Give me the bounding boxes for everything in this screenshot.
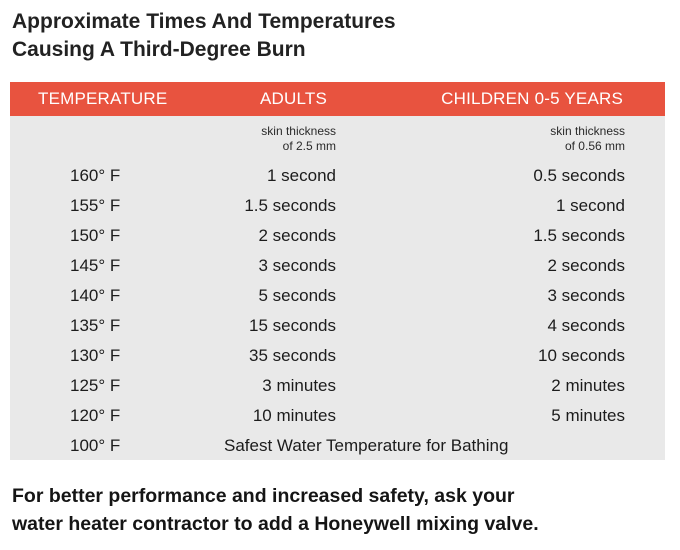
cell-children: 2 minutes — [551, 376, 625, 395]
cell-adults: 5 seconds — [258, 286, 337, 305]
subheader-adults-line-1: skin thickness — [261, 124, 336, 138]
title-line-1: Approximate Times And Temperatures — [12, 10, 396, 33]
cell-children: 4 seconds — [547, 316, 626, 335]
footer-line-1: For better performance and increased saf… — [12, 485, 515, 507]
table-row: 130° F 35 seconds 10 seconds — [10, 342, 665, 372]
cell-temperature: 125° F — [70, 376, 121, 395]
header-adults: ADULTS — [260, 89, 328, 108]
header-temperature: TEMPERATURE — [38, 89, 168, 108]
document-title: Approximate Times And Temperatures Causi… — [12, 8, 396, 64]
table-body: 160° F 1 second 0.5 seconds 155° F 1.5 s… — [10, 162, 665, 459]
safe-temperature-note: Safest Water Temperature for Bathing — [224, 436, 509, 455]
cell-children: 1 second — [556, 196, 625, 215]
table-row-safe: 100° F Safest Water Temperature for Bath… — [10, 432, 665, 459]
cell-children: 5 minutes — [551, 406, 625, 425]
subheader-children: skin thickness of 0.56 mm — [550, 124, 625, 154]
table-row: 140° F 5 seconds 3 seconds — [10, 282, 665, 312]
cell-children: 1.5 seconds — [533, 226, 625, 245]
cell-adults: 3 seconds — [258, 256, 337, 275]
subheader-adults: skin thickness of 2.5 mm — [261, 124, 336, 154]
subheader-children-line-1: skin thickness — [550, 124, 625, 138]
cell-temperature: 145° F — [70, 256, 121, 275]
cell-adults: 35 seconds — [249, 346, 336, 365]
cell-adults: 1.5 seconds — [244, 196, 336, 215]
cell-temperature: 100° F — [70, 436, 121, 455]
table-row: 155° F 1.5 seconds 1 second — [10, 192, 665, 222]
table-row: 145° F 3 seconds 2 seconds — [10, 252, 665, 282]
table-row: 120° F 10 minutes 5 minutes — [10, 402, 665, 432]
subheader-children-line-2: of 0.56 mm — [564, 139, 625, 153]
cell-temperature: 135° F — [70, 316, 121, 335]
table-header: TEMPERATURE ADULTS CHILDREN 0-5 YEARS — [10, 82, 665, 116]
cell-temperature: 160° F — [70, 166, 121, 185]
table-row: 160° F 1 second 0.5 seconds — [10, 162, 665, 192]
cell-children: 2 seconds — [547, 256, 626, 275]
cell-temperature: 130° F — [70, 346, 121, 365]
subheader-adults-line-2: of 2.5 mm — [282, 139, 336, 153]
footer-message: For better performance and increased saf… — [12, 482, 539, 538]
cell-temperature: 120° F — [70, 406, 121, 425]
table-row: 135° F 15 seconds 4 seconds — [10, 312, 665, 342]
footer-line-2: water heater contractor to add a Honeywe… — [12, 513, 539, 535]
cell-adults: 15 seconds — [249, 316, 336, 335]
cell-temperature: 140° F — [70, 286, 121, 305]
table-row: 125° F 3 minutes 2 minutes — [10, 372, 665, 402]
cell-temperature: 150° F — [70, 226, 121, 245]
cell-children: 3 seconds — [547, 286, 626, 305]
cell-adults: 2 seconds — [258, 226, 337, 245]
cell-adults: 10 minutes — [252, 406, 336, 425]
burn-table: TEMPERATURE ADULTS CHILDREN 0-5 YEARS sk… — [10, 82, 665, 460]
cell-adults: 1 second — [267, 166, 336, 185]
cell-adults: 3 minutes — [262, 376, 336, 395]
table-row: 150° F 2 seconds 1.5 seconds — [10, 222, 665, 252]
header-children: CHILDREN 0-5 YEARS — [441, 89, 623, 108]
cell-children: 0.5 seconds — [533, 166, 625, 185]
title-line-2: Causing A Third-Degree Burn — [12, 38, 306, 61]
cell-temperature: 155° F — [70, 196, 121, 215]
cell-children: 10 seconds — [538, 346, 625, 365]
